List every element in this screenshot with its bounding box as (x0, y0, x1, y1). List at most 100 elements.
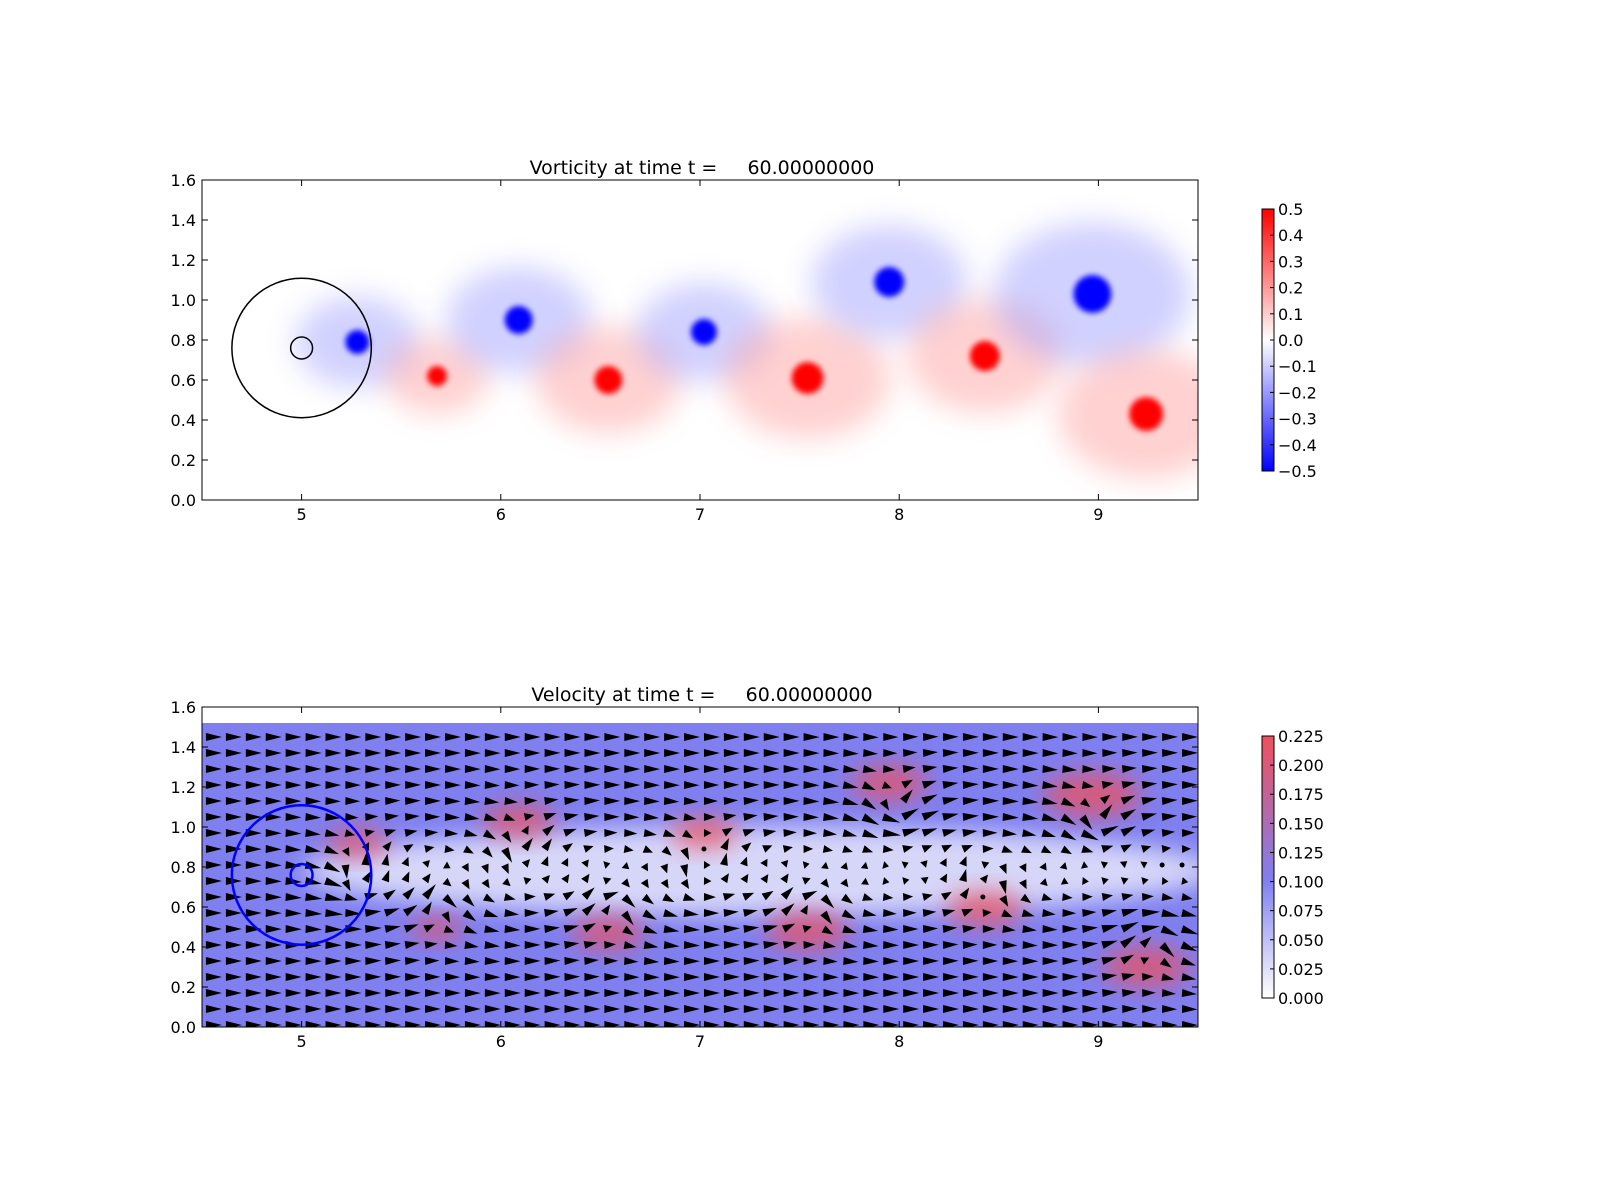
velocity-xtick-label: 8 (894, 1032, 904, 1051)
quiver-arrow (942, 797, 959, 805)
quiver-arrow (863, 941, 879, 949)
quiver-arrow (1062, 765, 1078, 773)
quiver-arrow (325, 781, 342, 789)
quiver-arrow (663, 797, 680, 805)
quiver-arrow (582, 923, 596, 933)
quiver-arrow (325, 1005, 342, 1013)
quiver-arrow (482, 893, 496, 903)
quiver-arrow (703, 877, 712, 885)
vorticity-colorbar-tick-label: 0.4 (1278, 226, 1303, 245)
positive-vortex-core (427, 366, 448, 386)
vorticity-xtick-label: 7 (695, 505, 705, 524)
quiver-arrow (385, 797, 401, 805)
quiver-arrow (998, 880, 1007, 895)
quiver-arrow (882, 829, 902, 837)
quiver-arrow (664, 765, 680, 773)
quiver-arrow (684, 973, 701, 981)
quiver-arrow (384, 941, 401, 949)
quiver-arrow (1141, 797, 1158, 805)
quiver-arrow (862, 829, 879, 839)
quiver-arrow (501, 863, 509, 875)
vorticity-colorbar-tick-label: 0.0 (1278, 331, 1303, 350)
quiver-arrow (481, 878, 490, 889)
velocity-colorbar: 0.225 0.200 0.175 0.150 0.125 0.100 0.075 0.050… (1261, 727, 1324, 1008)
quiver-arrow (861, 813, 880, 826)
quiver-arrow (265, 1021, 282, 1027)
quiver-arrow (604, 781, 621, 789)
quiver-arrow (1101, 925, 1119, 933)
velocity-colorbar-tick-label: 0.050 (1278, 931, 1324, 950)
quiver-arrow (245, 909, 262, 917)
quiver-arrow (225, 765, 242, 773)
quiver-arrow (584, 973, 600, 981)
quiver-arrow (245, 845, 262, 853)
vorticity-field (202, 180, 1198, 500)
quiver-arrow (920, 860, 928, 868)
quiver-arrow (1102, 1021, 1119, 1027)
quiver-arrow (245, 957, 262, 965)
quiver-arrow (962, 765, 979, 773)
velocity-colorbar-tick-label: 0.200 (1278, 756, 1324, 775)
quiver-arrow (225, 1021, 242, 1027)
quiver-arrow (1042, 1021, 1059, 1027)
quiver-arrow (840, 862, 848, 870)
quiver-arrow (464, 1005, 481, 1013)
quiver-arrow (345, 733, 362, 741)
quiver-arrow (405, 989, 421, 997)
quiver-arrow (644, 973, 660, 981)
quiver-arrow (723, 989, 740, 997)
quiver-arrow (484, 797, 500, 805)
quiver-arrow (1039, 862, 1047, 871)
quiver-arrow (624, 1021, 641, 1027)
quiver-arrow (982, 957, 999, 965)
quiver-arrow (923, 957, 939, 965)
quiver-arrow (1062, 989, 1079, 997)
quiver-arrow (1022, 749, 1039, 757)
quiver-arrow (743, 781, 760, 789)
quiver-arrow (962, 925, 977, 933)
quiver-arrow (405, 765, 422, 773)
quiver-arrow (1002, 989, 1019, 997)
velocity-colorbar-tick-label: 0.075 (1278, 902, 1324, 921)
quiver-arrow (721, 827, 734, 837)
quiver-arrow (562, 843, 573, 853)
quiver-arrow (723, 973, 740, 981)
quiver-arrow (225, 845, 242, 853)
quiver-arrow (942, 733, 959, 741)
quiver-arrow (225, 749, 242, 757)
quiver-arrow (803, 797, 820, 805)
quiver-arrow (225, 781, 242, 789)
velocity-plot-area (202, 723, 1198, 1027)
quiver-arrow (1062, 1005, 1079, 1013)
quiver-arrow (981, 861, 990, 869)
quiver-arrow (763, 797, 780, 805)
quiver-arrow (684, 1005, 701, 1013)
velocity-ytick-label: 0.4 (171, 938, 196, 957)
quiver-arrow (265, 925, 282, 933)
quiver-arrow (843, 973, 859, 981)
quiver-arrow (962, 957, 979, 965)
quiver-arrow (903, 1021, 920, 1027)
quiver-arrow (1102, 749, 1118, 757)
quiver-arrow (265, 909, 282, 917)
quiver-arrow (424, 829, 439, 837)
quiver-arrow (544, 749, 561, 757)
quiver-arrow (365, 1005, 382, 1013)
quiver-arrow (640, 862, 649, 872)
quiver-arrow (743, 749, 760, 757)
quiver-arrow (524, 797, 538, 805)
quiver-arrow (544, 989, 561, 997)
quiver-arrow (763, 957, 780, 965)
quiver-arrow (1159, 957, 1172, 968)
quiver-arrow (504, 797, 518, 805)
quiver-arrow (621, 878, 630, 888)
quiver-arrow (740, 856, 748, 867)
quiver-arrow (682, 829, 694, 839)
quiver-arrow (683, 957, 701, 965)
quiver-arrow (365, 973, 382, 981)
quiver-arrow (1002, 733, 1019, 741)
quiver-arrow (504, 733, 521, 741)
quiver-arrow (663, 925, 680, 933)
quiver-arrow (345, 909, 362, 917)
quiver-arrow (863, 749, 878, 757)
